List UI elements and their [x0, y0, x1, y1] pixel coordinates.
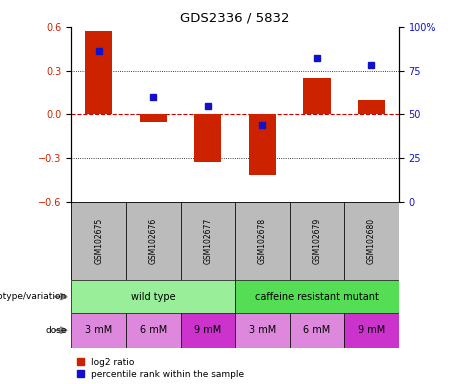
Text: GSM102679: GSM102679: [313, 218, 321, 264]
Text: genotype/variation: genotype/variation: [0, 292, 67, 301]
Text: 3 mM: 3 mM: [85, 325, 112, 335]
Text: GSM102675: GSM102675: [94, 218, 103, 264]
Text: GSM102678: GSM102678: [258, 218, 267, 264]
Bar: [181, 313, 235, 348]
Text: wild type: wild type: [131, 291, 176, 302]
Text: 9 mM: 9 mM: [358, 325, 385, 335]
Bar: [358, 100, 385, 114]
Bar: [71, 313, 126, 348]
Text: 9 mM: 9 mM: [194, 325, 221, 335]
Bar: [303, 78, 331, 114]
Text: GSM102676: GSM102676: [149, 218, 158, 264]
Bar: [235, 313, 290, 348]
Text: 3 mM: 3 mM: [249, 325, 276, 335]
Bar: [126, 202, 181, 280]
Bar: [181, 202, 235, 280]
Bar: [85, 31, 112, 114]
Bar: [194, 114, 221, 162]
Title: GDS2336 / 5832: GDS2336 / 5832: [180, 11, 290, 24]
Bar: [71, 280, 235, 313]
Bar: [71, 202, 126, 280]
Bar: [290, 313, 344, 348]
Bar: [235, 280, 399, 313]
Text: 6 mM: 6 mM: [303, 325, 331, 335]
Bar: [344, 202, 399, 280]
Text: dose: dose: [45, 326, 67, 335]
Text: caffeine resistant mutant: caffeine resistant mutant: [255, 291, 379, 302]
Text: GSM102680: GSM102680: [367, 218, 376, 264]
Bar: [140, 114, 167, 121]
Text: GSM102677: GSM102677: [203, 218, 213, 264]
Legend: log2 ratio, percentile rank within the sample: log2 ratio, percentile rank within the s…: [76, 357, 245, 379]
Bar: [344, 313, 399, 348]
Bar: [126, 313, 181, 348]
Bar: [249, 114, 276, 175]
Bar: [290, 202, 344, 280]
Text: 6 mM: 6 mM: [140, 325, 167, 335]
Bar: [235, 202, 290, 280]
